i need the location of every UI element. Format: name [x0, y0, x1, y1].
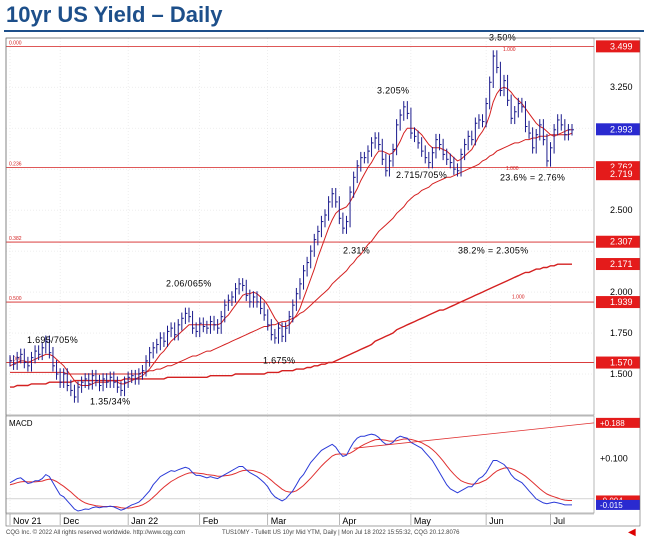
- chart-annotation: 3.205%: [377, 86, 409, 96]
- price-tag-label: 2.719: [610, 169, 633, 179]
- chart-annotation: 1.675%: [263, 355, 295, 365]
- macd-y-tick-label: +0.100: [600, 453, 628, 463]
- price-tag-label: 2.762: [610, 162, 633, 172]
- chart-outer-frame: [5, 37, 641, 527]
- chart-annotation: 1.35/34%: [90, 396, 130, 406]
- y-tick-label: 3.250: [610, 82, 633, 92]
- footer-symbol-info: TUS10MY - Tullett US 10yr Mid YTM, Daily…: [222, 530, 460, 536]
- x-tick-label: Mar: [271, 516, 287, 526]
- chart-annotation: 2.715/705%: [396, 170, 447, 180]
- price-tag-label: 2.307: [610, 237, 633, 247]
- macd-panel-frame: [5, 415, 595, 514]
- chart-annotation: 3.50%: [489, 32, 516, 42]
- scroll-left-arrow-icon[interactable]: ◀: [628, 527, 636, 538]
- chart-annotation: 1.695/705%: [27, 335, 78, 345]
- price-tag: [596, 235, 640, 248]
- x-tick-label: May: [414, 516, 432, 526]
- price-tag: [596, 168, 640, 181]
- macd-signal-line: [9, 438, 572, 509]
- x-tick-label: Nov 21: [13, 516, 42, 526]
- fib-level-label: 0.236: [9, 161, 22, 167]
- macd-label: MACD: [9, 419, 33, 428]
- price-tag: [596, 40, 640, 53]
- fib-level-label: 0.000: [9, 40, 22, 46]
- chart-annotation: 2.31%: [343, 246, 370, 256]
- x-tick-label: Apr: [342, 516, 356, 526]
- y-tick-label: 1.500: [610, 369, 633, 379]
- chart-title: 10yr US Yield – Daily: [6, 2, 223, 27]
- macd-price-tag-label: -0.015: [600, 501, 623, 510]
- x-tick-label: Jan 22: [131, 516, 158, 526]
- fib-extension-label: 1.000: [506, 166, 519, 172]
- fib-extension-label: 1.000: [512, 295, 525, 301]
- price-tag-label: 2.993: [610, 124, 633, 134]
- moving-averages: [9, 86, 573, 388]
- fib-level-label: 0.382: [9, 236, 22, 242]
- y-tick-label: 2.000: [610, 287, 633, 297]
- macd-price-tag-label: +0.188: [600, 419, 625, 428]
- grid-lines: [6, 38, 594, 513]
- price-tag: [596, 356, 640, 369]
- macd-price-tag: [596, 499, 640, 510]
- fib-levels: 0.000 0.236 0.382 0.500 1.000 1.000 1.000 1.000: [6, 40, 594, 363]
- fib-extension-label: 1.000: [503, 47, 516, 53]
- moving-average-200-line: [10, 263, 572, 388]
- fib-level-label: 0.500: [9, 296, 22, 302]
- price-tag: [596, 123, 640, 136]
- moving-average-long-line: [10, 132, 573, 375]
- time-axis: Nov 21 Dec Jan 22 Feb Mar Apr May Jun Jul: [6, 513, 594, 526]
- y-tick-label: 2.500: [610, 205, 633, 215]
- fib-level-label: 1.000: [9, 357, 22, 363]
- moving-average-short-line: [9, 86, 572, 386]
- macd-panel: MACD+0.100+0.188-0.004-0.015: [6, 417, 640, 512]
- title-underline: [4, 30, 644, 32]
- price-axis: 3.250 2.500 2.000 1.750 1.500 3.499 2.993 2.762…: [596, 40, 640, 379]
- x-tick-label: Dec: [63, 516, 80, 526]
- footer-copyright: CQG Inc. © 2022 All rights reserved worl…: [6, 530, 186, 536]
- price-tag: [596, 296, 640, 309]
- annotations: 3.50% 3.205% 2.715/705% 23.6% = 2.76% 2.31% 3…: [27, 32, 565, 406]
- chart-annotation: 23.6% = 2.76%: [500, 173, 565, 183]
- chart-annotation: 2.06/065%: [166, 278, 212, 288]
- x-tick-label: Jun: [489, 516, 504, 526]
- price-tag-label: 1.570: [610, 358, 633, 368]
- price-panel-frame: [5, 37, 595, 416]
- macd-line: [9, 433, 572, 512]
- y-tick-label: 1.750: [610, 328, 633, 338]
- x-tick-label: Jul: [554, 516, 566, 526]
- price-tag-label: 2.171: [610, 259, 633, 269]
- x-tick-label: Feb: [203, 516, 219, 526]
- price-tag: [596, 258, 640, 271]
- price-bars: [9, 50, 574, 403]
- price-tag-label: 1.939: [610, 297, 633, 307]
- chart-annotation: 38.2% = 2.305%: [458, 246, 529, 256]
- macd-trendline: [353, 422, 595, 449]
- price-tag-label: 3.499: [610, 41, 633, 51]
- macd-price-tag: [596, 417, 640, 428]
